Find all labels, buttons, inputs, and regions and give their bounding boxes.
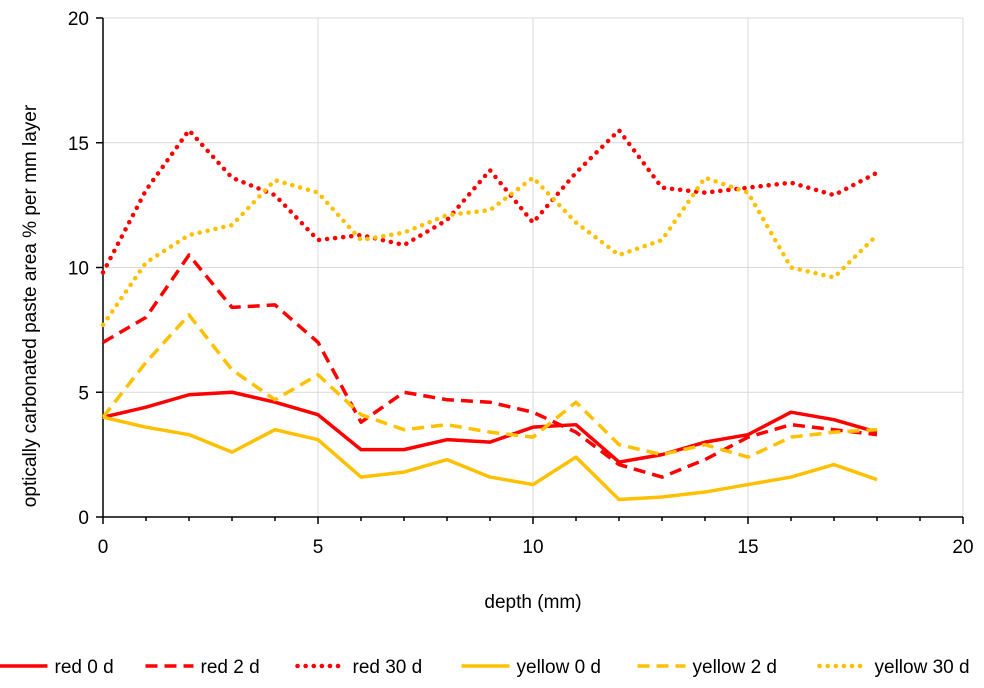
legend-label: yellow 2 d (693, 657, 778, 678)
legend: red 0 d red 2 d red 30 d yellow 0 d yellow 2… (0, 657, 970, 678)
axes (96, 17, 964, 524)
legend-entry-red-0-d: red 0 d (0, 657, 114, 678)
x-tick-label: 10 (522, 537, 543, 558)
grid-lines (103, 17, 964, 517)
legend-entry-yellow-30-d: yellow 30 d (817, 657, 970, 678)
series-line-red-30-d (100, 128, 880, 275)
legend-entry-red-2-d: red 2 d (145, 657, 260, 678)
legend-label: red 30 d (353, 657, 423, 678)
y-tick-label: 20 (68, 9, 89, 30)
y-tick-label: 15 (68, 134, 89, 155)
series-line-yellow-2-d (101, 313, 878, 459)
x-tick-label: 20 (952, 537, 973, 558)
series-lines (100, 128, 880, 502)
legend-label: red 0 d (55, 657, 114, 678)
series-line-yellow-30-d (100, 175, 880, 328)
tick-labels: 0 5 10 15 20 0 5 10 15 20 (68, 9, 974, 558)
y-tick-label: 0 (78, 508, 89, 529)
series-line-red-2-d (102, 253, 878, 479)
legend-entry-red-30-d: red 30 d (295, 657, 423, 678)
legend-label: yellow 0 d (517, 657, 602, 678)
x-tick-label: 5 (313, 537, 324, 558)
y-tick-label: 5 (78, 383, 89, 404)
legend-label: red 2 d (201, 657, 260, 678)
x-axis-title: depth (mm) (484, 592, 581, 613)
x-tick-label: 0 (98, 537, 109, 558)
legend-entry-yellow-0-d: yellow 0 d (461, 657, 602, 678)
x-tick-label: 15 (737, 537, 758, 558)
series-line-red-0-d (102, 390, 878, 464)
series-line-yellow-0-d (102, 415, 878, 502)
y-axis-title: optically carbonated paste area % per mm… (20, 104, 41, 507)
legend-label: yellow 30 d (875, 657, 970, 678)
y-tick-label: 10 (68, 259, 89, 280)
legend-entry-yellow-2-d: yellow 2 d (637, 657, 778, 678)
